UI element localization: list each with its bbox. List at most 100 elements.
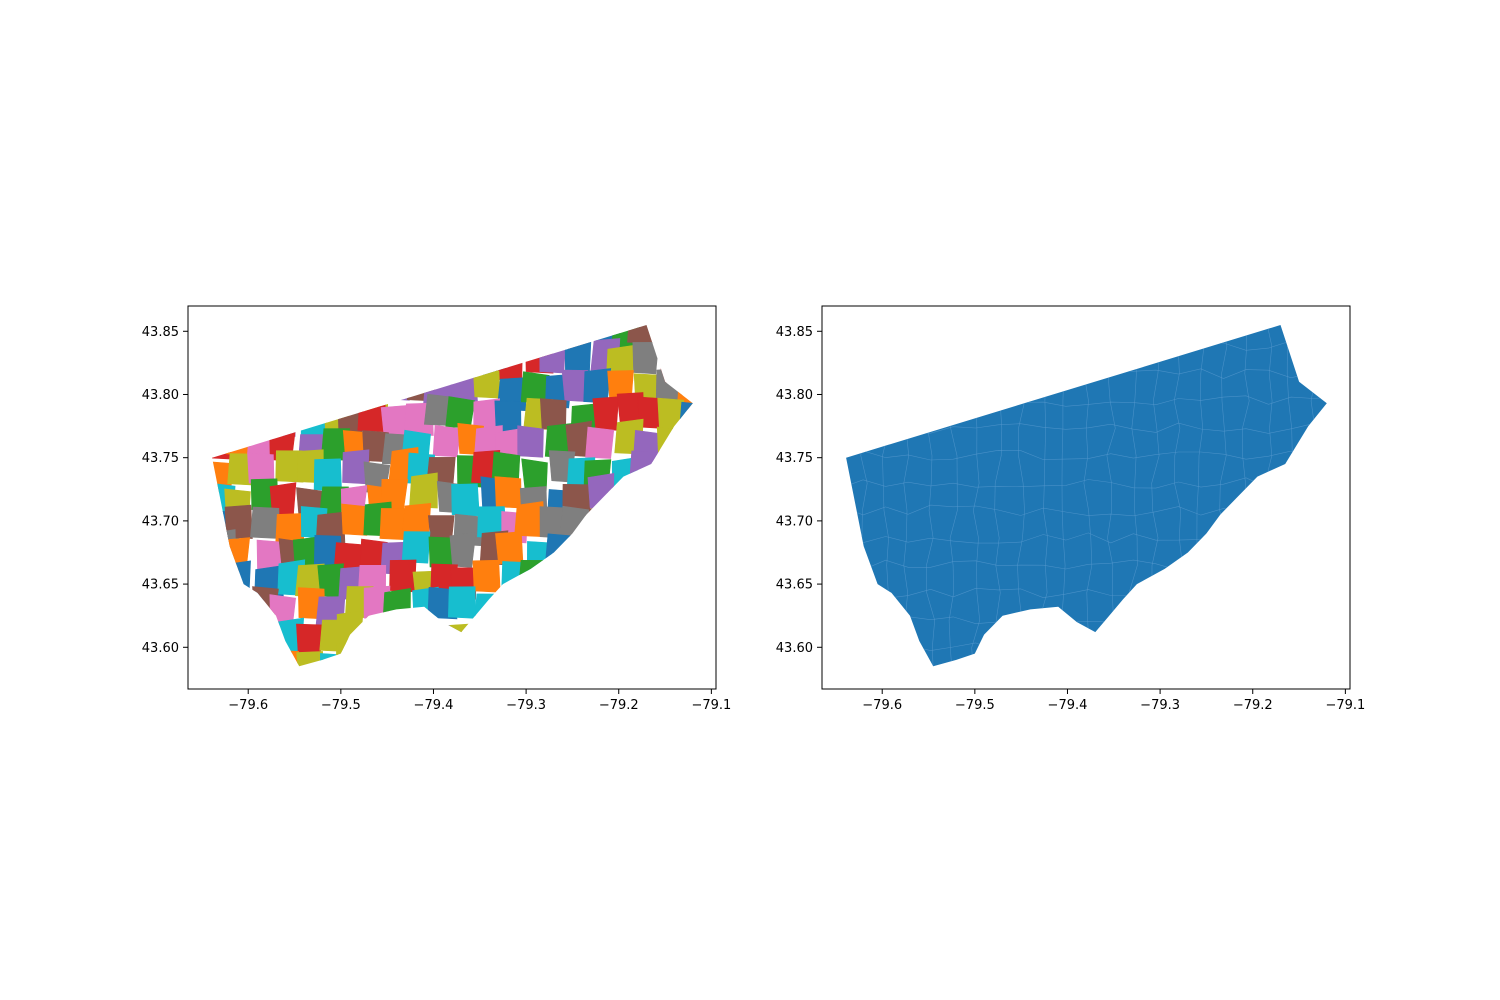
neighbourhood-region bbox=[409, 472, 438, 509]
neighbourhood-region bbox=[385, 366, 413, 401]
neighbourhood-region bbox=[456, 644, 485, 667]
neighbourhood-region bbox=[541, 560, 570, 594]
neighbourhood-region bbox=[367, 351, 394, 384]
x-tick-label: −79.5 bbox=[955, 698, 995, 713]
neighbourhood-region bbox=[679, 557, 693, 594]
neighbourhood-region bbox=[494, 638, 523, 667]
neighbourhood-region bbox=[585, 582, 615, 618]
neighbourhood-region bbox=[674, 431, 693, 464]
map-panel-right: −79.6 −79.5 −79.4 −79.3 −79.2 −79.1 43.6043.6… bbox=[776, 305, 1365, 713]
neighbourhood-region bbox=[495, 531, 524, 566]
neighbourhood-region bbox=[589, 564, 617, 598]
neighbourhood-region bbox=[318, 378, 349, 412]
y-tick-label: 43.70 bbox=[776, 514, 813, 529]
neighbourhood-region bbox=[494, 476, 522, 509]
neighbourhood-region bbox=[518, 325, 545, 350]
neighbourhood-region bbox=[656, 426, 685, 460]
neighbourhood-region bbox=[384, 339, 413, 373]
neighbourhood-region bbox=[633, 509, 662, 546]
neighbourhood-region bbox=[589, 648, 616, 667]
neighbourhood-region bbox=[449, 532, 477, 568]
neighbourhood-region bbox=[564, 339, 592, 372]
neighbourhood-region bbox=[660, 351, 689, 385]
neighbourhood-region bbox=[675, 614, 693, 647]
neighbourhood-region bbox=[611, 560, 639, 595]
neighbourhood-region bbox=[544, 533, 575, 566]
neighbourhood-region bbox=[388, 615, 421, 649]
neighbourhood-region bbox=[432, 424, 462, 458]
x-tick-label: −79.3 bbox=[506, 698, 546, 713]
x-tick-label: −79.6 bbox=[862, 698, 902, 713]
neighbourhood-region bbox=[673, 647, 693, 667]
neighbourhood-region bbox=[292, 325, 319, 350]
neighbourhood-region bbox=[635, 535, 664, 570]
neighbourhood-region bbox=[357, 640, 387, 667]
neighbourhood-region bbox=[627, 474, 659, 510]
y-tick-label: 43.60 bbox=[142, 641, 179, 656]
neighbourhood-region bbox=[609, 611, 637, 647]
neighbourhood-region bbox=[658, 567, 686, 602]
neighbourhood-region bbox=[231, 595, 258, 632]
neighbourhood-region bbox=[566, 651, 594, 667]
neighbourhood-region bbox=[518, 559, 548, 593]
neighbourhood-region bbox=[408, 325, 436, 345]
neighbourhood-region bbox=[674, 341, 693, 374]
neighbourhood-region bbox=[612, 530, 640, 566]
neighbourhood-region bbox=[627, 565, 659, 599]
neighbourhood-region bbox=[613, 593, 641, 629]
neighbourhood-region bbox=[627, 591, 656, 625]
y-tick-label: 43.65 bbox=[776, 578, 813, 593]
neighbourhood-region bbox=[569, 542, 599, 575]
neighbourhood-region bbox=[655, 325, 684, 345]
neighbourhood-region bbox=[539, 595, 567, 628]
neighbourhood-region bbox=[231, 392, 259, 427]
neighbourhood-region bbox=[449, 623, 477, 658]
neighbourhood-region bbox=[656, 534, 684, 568]
neighbourhood-region bbox=[401, 531, 431, 564]
neighbourhood-region bbox=[521, 458, 548, 491]
neighbourhood-region bbox=[231, 649, 259, 667]
y-tick-label: 43.70 bbox=[142, 514, 179, 529]
neighbourhood-region bbox=[627, 325, 658, 344]
neighbourhood-region bbox=[265, 404, 296, 437]
neighbourhood-region bbox=[357, 325, 386, 357]
neighbourhood-region bbox=[385, 325, 415, 350]
neighbourhood-region bbox=[256, 639, 284, 667]
neighbourhood-region bbox=[672, 325, 693, 348]
neighbourhood-region bbox=[592, 396, 620, 431]
neighbourhood-region bbox=[660, 508, 687, 544]
y-tick-label: 43.65 bbox=[142, 578, 179, 593]
neighbourhood-region bbox=[654, 478, 682, 512]
neighbourhood-region bbox=[319, 653, 347, 667]
y-tick-label: 43.80 bbox=[776, 388, 813, 403]
y-tick-label: 43.80 bbox=[142, 388, 179, 403]
neighbourhood-region bbox=[212, 403, 236, 436]
neighbourhood-region bbox=[566, 596, 595, 629]
x-axis-left: −79.6 −79.5 −79.4 −79.3 −79.2 −79.1 bbox=[228, 689, 731, 713]
neighbourhood-region bbox=[475, 623, 502, 656]
neighbourhood-region bbox=[248, 621, 278, 655]
y-tick-label: 43.75 bbox=[776, 451, 813, 466]
neighbourhood-region bbox=[503, 622, 531, 657]
neighbourhood-region bbox=[231, 375, 259, 409]
neighbourhood-region bbox=[269, 338, 296, 373]
neighbourhood-region bbox=[588, 529, 621, 564]
neighbourhood-mosaic bbox=[212, 325, 693, 667]
neighbourhood-region bbox=[313, 458, 342, 492]
neighbourhood-region bbox=[212, 585, 229, 620]
x-tick-label: −79.3 bbox=[1140, 698, 1180, 713]
neighbourhood-region bbox=[212, 368, 232, 404]
neighbourhood-region bbox=[472, 559, 501, 593]
x-tick-label: −79.6 bbox=[228, 698, 268, 713]
y-tick-label: 43.60 bbox=[776, 641, 813, 656]
neighbourhood-region bbox=[224, 560, 251, 597]
neighbourhood-region bbox=[517, 425, 544, 458]
neighbourhood-region bbox=[389, 559, 417, 593]
neighbourhood-region bbox=[472, 366, 501, 399]
neighbourhood-region bbox=[340, 325, 369, 349]
neighbourhood-region bbox=[271, 649, 300, 667]
neighbourhood-region bbox=[314, 351, 343, 384]
y-tick-label: 43.75 bbox=[142, 451, 179, 466]
neighbourhood-region bbox=[424, 343, 453, 377]
